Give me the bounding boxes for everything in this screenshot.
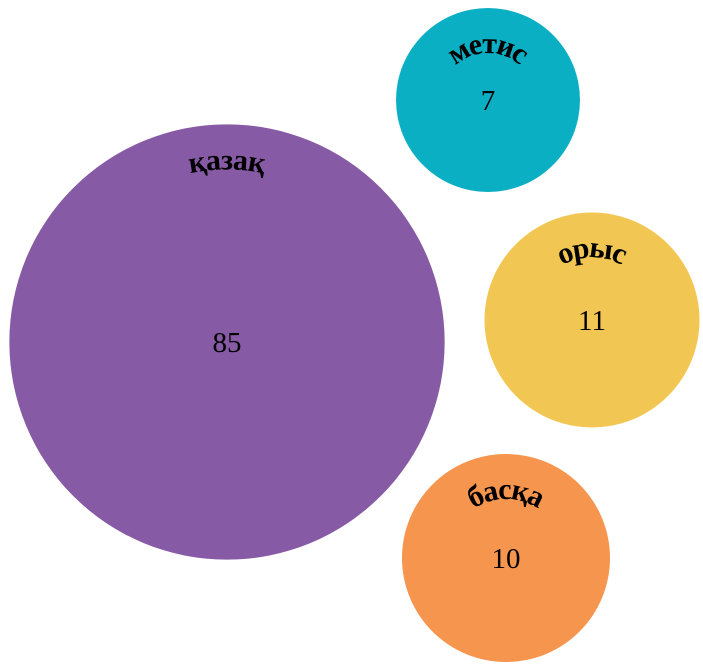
bubble [484,212,700,428]
value-label: 7 [481,85,496,117]
bubble [396,8,580,192]
bubble-label-path: қазақ [186,143,269,180]
value-label: 11 [578,305,606,337]
bubble-label: қазақ [186,143,269,180]
bubble [401,453,611,663]
bubble [9,124,445,560]
value-label: 85 [213,327,242,359]
value-label: 10 [492,543,521,575]
